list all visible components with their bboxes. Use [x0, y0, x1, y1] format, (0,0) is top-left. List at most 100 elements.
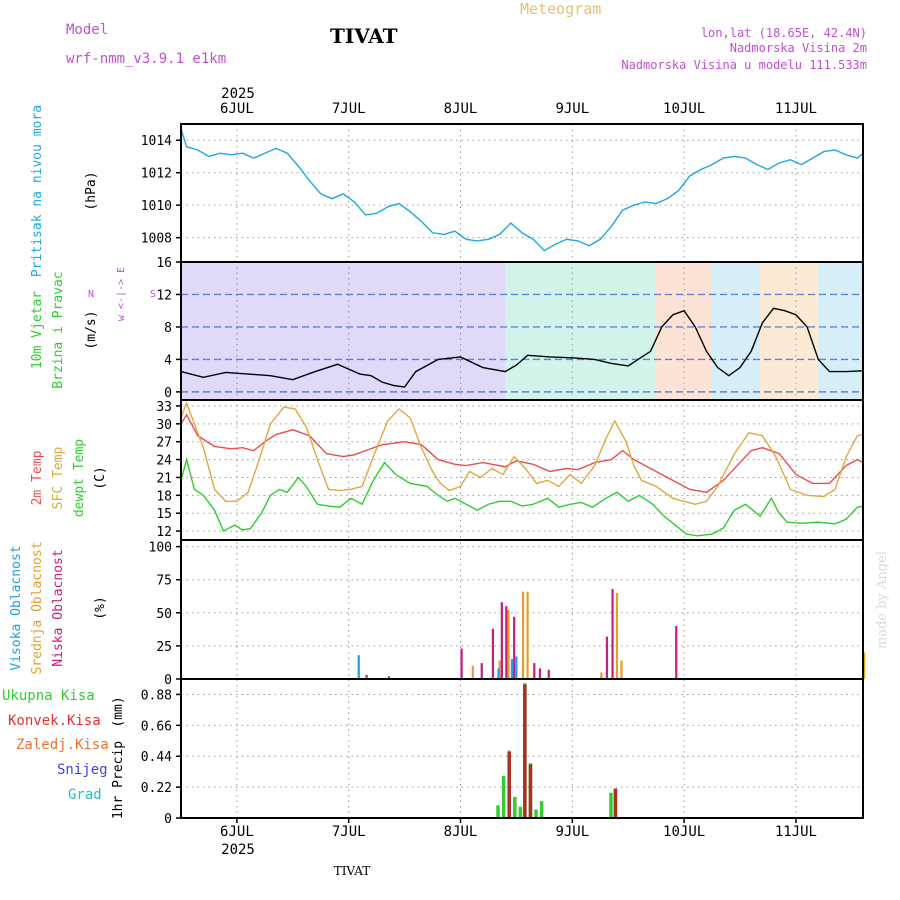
- bottom-day-label: 10JUL: [663, 824, 705, 840]
- pressure-line: [180, 128, 864, 252]
- precip-conv-bar: [613, 788, 618, 818]
- temp-unit: (C): [93, 466, 108, 489]
- temperature-ytick-label: 33: [156, 400, 172, 415]
- low_cloud-bar: [611, 588, 614, 679]
- mid_cloud-bar: [615, 592, 619, 679]
- low_cloud-bar: [533, 663, 536, 679]
- mid_cloud-bar: [498, 660, 501, 679]
- meteogram-title: Meteogram: [520, 0, 601, 18]
- pressure-ytick-label: 1010: [141, 199, 172, 214]
- wind-direction-band: [760, 262, 819, 400]
- low_cloud-bar: [500, 602, 503, 679]
- temperature-ytick-label: 18: [156, 489, 172, 504]
- top-day-label: 9JUL: [555, 101, 589, 117]
- pressure-ytick-label: 1008: [141, 232, 172, 247]
- precip-conv-bar: [507, 752, 511, 818]
- top-day-label: 8JUL: [444, 101, 478, 117]
- low_cloud-bar: [480, 663, 483, 679]
- grid-layer: [181, 124, 863, 819]
- station-title: TIVAT: [330, 24, 398, 48]
- bars-layer: [357, 588, 866, 818]
- precip-frame: [180, 678, 864, 819]
- bottom-day-label: 6JUL: [220, 824, 254, 840]
- precip-total-bar: [496, 805, 500, 818]
- cloud-unit: (%): [93, 596, 108, 619]
- wind-compass: w <-|-> E: [116, 267, 127, 321]
- temperature-ytick-label: 15: [156, 507, 172, 522]
- wind-compass-n: N: [88, 289, 94, 300]
- high_cloud-bar: [515, 656, 518, 679]
- top-day-label: 10JUL: [663, 101, 705, 117]
- temperature-ytick-label: 12: [156, 525, 172, 540]
- temp-ylabel-dewpt: dewpt Temp: [72, 439, 87, 517]
- low_cloud-bar: [605, 636, 609, 679]
- temp-ylabel-sfc: SFC Temp: [51, 447, 66, 510]
- wind_speed-line: [180, 307, 864, 388]
- wind-ytick-label: 0: [164, 386, 172, 401]
- frames-layer: [180, 123, 864, 819]
- precip-conv-bar: [523, 684, 527, 818]
- bottom-day-label: 9JUL: [555, 824, 589, 840]
- wind-direction-band: [181, 262, 506, 400]
- top-year-label: 2025: [221, 86, 255, 102]
- low_cloud-bar: [460, 648, 463, 679]
- credit-text: made by Angel: [875, 551, 890, 649]
- mid_cloud-bar: [522, 591, 525, 679]
- model-altitude-text: Nadmorska Visina u modelu 111.533m: [621, 58, 867, 72]
- model-label: Model: [66, 22, 108, 38]
- sfc-line: [180, 400, 864, 505]
- y-ticks-layer: 1008101010121014048121612151821242730330…: [141, 134, 797, 827]
- precip-ylabel: 1hr Precip: [111, 741, 126, 819]
- wind-unit: (m/s): [84, 310, 99, 349]
- precip-total-bar: [501, 775, 506, 818]
- wind-ytick-label: 16: [156, 256, 172, 271]
- mid_cloud-bar: [600, 672, 603, 679]
- pressure-frame: [180, 123, 864, 263]
- mid_cloud-bar: [526, 591, 529, 679]
- wind-direction-band: [818, 262, 863, 400]
- temperature-frame: [180, 399, 864, 541]
- cloud-ylabel-high: Visoka Oblacnost: [9, 545, 24, 670]
- temp-ylabel-2m: 2m Temp: [30, 450, 45, 505]
- wind-ylabel: 10m Vjetar: [30, 291, 45, 369]
- precip-legend-freezing: Zaledj.Kisa: [16, 737, 109, 753]
- precip-total-bar: [518, 806, 523, 818]
- precip-legend-conv: Konvek.Kisa: [8, 713, 101, 729]
- wind-direction-band: [712, 262, 761, 400]
- high_cloud-bar: [510, 659, 514, 679]
- pressure-ylabel: Pritisak na nivou mora: [30, 105, 45, 277]
- precip-ytick-label: 0.44: [141, 750, 172, 765]
- top-day-label: 7JUL: [332, 101, 366, 117]
- precip-conv-bar: [528, 764, 533, 818]
- bottom-day-label: 8JUL: [444, 824, 478, 840]
- temperature-ytick-label: 21: [156, 471, 172, 486]
- wind-ylabel2: Brzina i Pravac: [51, 271, 66, 388]
- cloud-ytick-label: 0: [164, 673, 172, 688]
- high_cloud-bar: [497, 668, 500, 679]
- lonlat-text: lon,lat (18.65E, 42.4N): [701, 26, 867, 40]
- precip-total-bar: [534, 809, 538, 818]
- low_cloud-bar: [365, 675, 368, 679]
- temperature-ytick-label: 30: [156, 418, 172, 433]
- bottom-year-label: 2025: [221, 842, 255, 858]
- cloud-ytick-label: 75: [156, 574, 172, 589]
- top-day-label: 6JUL: [220, 101, 254, 117]
- precip-ytick-label: 0.22: [141, 781, 172, 796]
- bottom-day-label: 11JUL: [775, 824, 817, 840]
- pressure-ytick-label: 1012: [141, 167, 172, 182]
- footer-station: TIVAT: [334, 864, 371, 878]
- precip-ytick-label: 0.66: [141, 719, 172, 734]
- temperature-ytick-label: 27: [156, 436, 172, 451]
- mid_cloud-bar: [471, 665, 474, 679]
- mid_cloud-bar: [863, 652, 866, 679]
- precip-ytick-label: 0: [164, 812, 172, 827]
- altitude-text: Nadmorska Visina 2m: [730, 41, 867, 55]
- low_cloud-bar: [491, 628, 495, 679]
- bottom-day-labels: 6JUL 7JUL 8JUL 9JUL 10JUL 11JUL: [220, 824, 817, 840]
- precip-total-bar: [513, 796, 517, 818]
- wind-direction-band: [505, 262, 657, 400]
- cloud-ytick-label: 25: [156, 640, 172, 655]
- cloud-ytick-label: 50: [156, 607, 172, 622]
- low_cloud-bar: [547, 669, 550, 679]
